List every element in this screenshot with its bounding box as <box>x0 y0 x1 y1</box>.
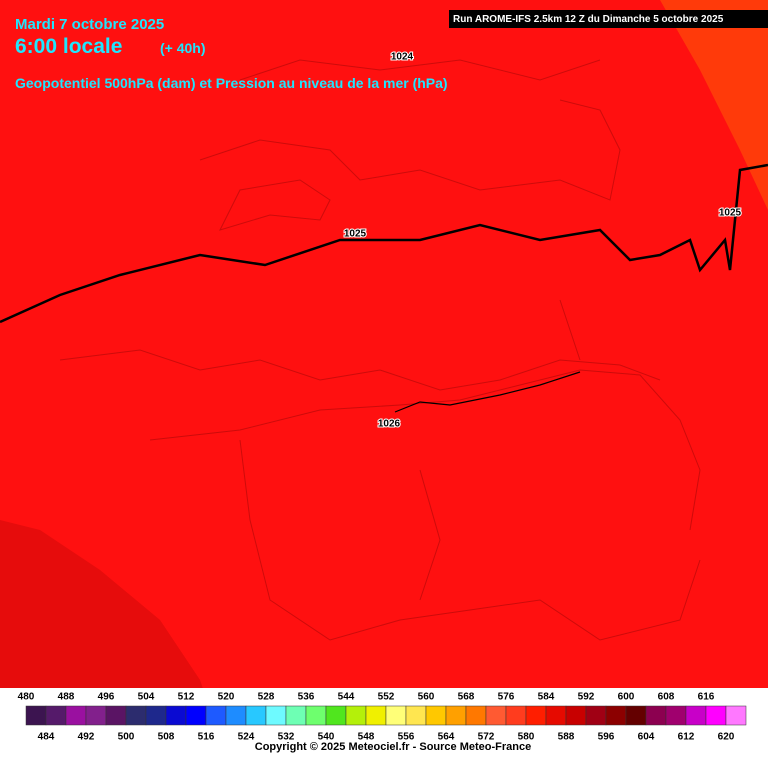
legend-label: 604 <box>638 732 655 743</box>
legend-swatch <box>505 705 527 726</box>
legend-label: 484 <box>38 732 55 743</box>
isobar-label: 1025 <box>719 208 742 219</box>
legend-label: 532 <box>278 732 295 743</box>
legend-swatch <box>465 705 487 726</box>
isobar-label: 1025 <box>344 229 367 240</box>
legend-swatch <box>185 705 207 726</box>
legend-swatch <box>165 705 187 726</box>
legend-swatch <box>525 705 547 726</box>
legend-swatch <box>105 705 127 726</box>
legend-swatch <box>305 705 327 726</box>
isobar-label: 1024 <box>391 52 414 63</box>
legend-swatch <box>125 705 147 726</box>
legend-label: 592 <box>578 692 595 703</box>
legend-label: 616 <box>698 692 715 703</box>
legend-label: 520 <box>218 692 235 703</box>
legend-label: 572 <box>478 732 495 743</box>
legend-swatch <box>605 705 627 726</box>
legend-swatch <box>565 705 587 726</box>
legend-swatch <box>585 705 607 726</box>
legend-label: 588 <box>558 732 575 743</box>
legend-label: 508 <box>158 732 175 743</box>
legend-swatch <box>265 705 287 726</box>
legend-label: 516 <box>198 732 215 743</box>
legend-label: 488 <box>58 692 75 703</box>
legend-swatch <box>405 705 427 726</box>
legend-label: 564 <box>438 732 455 743</box>
legend-swatch <box>445 705 467 726</box>
legend-swatch <box>685 705 707 726</box>
legend-label: 504 <box>138 692 155 703</box>
lead: (+ 40h) <box>160 40 206 56</box>
legend-swatch <box>45 705 67 726</box>
legend-label: 580 <box>518 732 535 743</box>
legend: 480 484 488 492 496 500 504 508 512 516 520 524 528 5… <box>18 692 747 743</box>
legend-swatch <box>365 705 387 726</box>
legend-swatch <box>325 705 347 726</box>
parameter: Geopotentiel 500hPa (dam) et Pression au… <box>15 75 448 91</box>
legend-label: 536 <box>298 692 315 703</box>
legend-label: 620 <box>718 732 735 743</box>
legend-swatch <box>665 705 687 726</box>
legend-label: 524 <box>238 732 255 743</box>
isobar-line <box>0 163 768 324</box>
legend-swatch <box>85 705 107 726</box>
legend-swatch <box>145 705 167 726</box>
isobars: 1024 1025 1025 1026 <box>0 51 768 431</box>
legend-label: 540 <box>318 732 335 743</box>
legend-swatch <box>645 705 667 726</box>
legend-swatch <box>545 705 567 726</box>
legend-swatch <box>725 705 747 726</box>
legend-label: 528 <box>258 692 275 703</box>
legend-swatch <box>205 705 227 726</box>
legend-label: 496 <box>98 692 115 703</box>
legend-label: 576 <box>498 692 515 703</box>
legend-label: 492 <box>78 732 95 743</box>
run-info: Run AROME-IFS 2.5km 12 Z du Dimanche 5 o… <box>453 14 724 25</box>
legend-swatch <box>225 705 247 726</box>
legend-label: 552 <box>378 692 395 703</box>
borders <box>59 59 701 641</box>
legend-swatch <box>345 705 367 726</box>
legend-swatch <box>65 705 87 726</box>
legend-label: 548 <box>358 732 375 743</box>
legend-label: 596 <box>598 732 615 743</box>
legend-label: 584 <box>538 692 555 703</box>
legend-label: 600 <box>618 692 635 703</box>
legend-swatch <box>245 705 267 726</box>
isobar-label: 1026 <box>378 419 401 430</box>
legend-label: 608 <box>658 692 675 703</box>
legend-label: 612 <box>678 732 695 743</box>
copyright: Copyright © 2025 Meteociel.fr - Source M… <box>255 741 531 753</box>
legend-label: 500 <box>118 732 135 743</box>
legend-swatch <box>25 705 47 726</box>
legend-label: 512 <box>178 692 195 703</box>
run-box <box>449 10 768 28</box>
legend-swatch <box>705 705 727 726</box>
legend-swatch <box>625 705 647 726</box>
legend-label: 568 <box>458 692 475 703</box>
time: 6:00 locale <box>15 35 122 58</box>
legend-label: 480 <box>18 692 35 703</box>
legend-label: 544 <box>338 692 355 703</box>
date: Mardi 7 octobre 2025 <box>15 16 164 33</box>
legend-label: 556 <box>398 732 415 743</box>
legend-panel <box>0 688 768 768</box>
legend-swatch <box>425 705 447 726</box>
legend-swatch <box>385 705 407 726</box>
field-orange <box>660 0 768 210</box>
legend-label: 560 <box>418 692 435 703</box>
legend-swatch <box>485 705 507 726</box>
isobar-line <box>394 371 581 413</box>
legend-swatch <box>285 705 307 726</box>
